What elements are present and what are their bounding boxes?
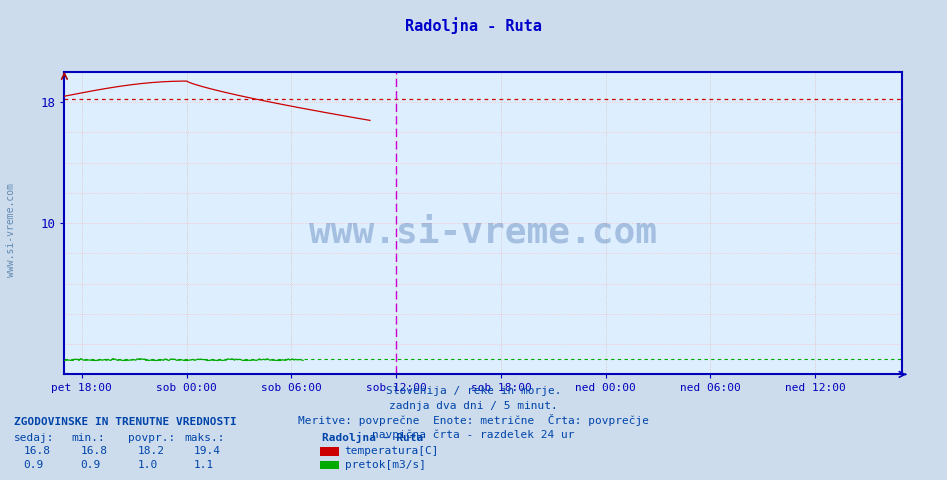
Text: Radoljna - Ruta: Radoljna - Ruta [405, 17, 542, 34]
Text: sedaj:: sedaj: [14, 433, 55, 443]
Text: Slovenija / reke in morje.: Slovenija / reke in morje. [385, 386, 562, 396]
Text: pretok[m3/s]: pretok[m3/s] [345, 460, 426, 469]
Text: 0.9: 0.9 [80, 460, 100, 469]
Text: 0.9: 0.9 [24, 460, 44, 469]
Text: 18.2: 18.2 [137, 446, 165, 456]
Text: Meritve: povprečne  Enote: metrične  Črta: povprečje: Meritve: povprečne Enote: metrične Črta:… [298, 414, 649, 426]
Text: 16.8: 16.8 [24, 446, 51, 456]
Text: 1.0: 1.0 [137, 460, 157, 469]
Text: 19.4: 19.4 [194, 446, 222, 456]
Text: maks.:: maks.: [185, 433, 225, 443]
Text: ZGODOVINSKE IN TRENUTNE VREDNOSTI: ZGODOVINSKE IN TRENUTNE VREDNOSTI [14, 418, 237, 427]
Text: www.si-vreme.com: www.si-vreme.com [7, 183, 16, 277]
Text: 1.1: 1.1 [194, 460, 214, 469]
Text: temperatura[C]: temperatura[C] [345, 446, 439, 456]
Text: min.:: min.: [71, 433, 105, 443]
Text: 16.8: 16.8 [80, 446, 108, 456]
Text: Radoljna - Ruta: Radoljna - Ruta [322, 432, 423, 443]
Text: www.si-vreme.com: www.si-vreme.com [310, 215, 657, 249]
Text: navpična črta - razdelek 24 ur: navpična črta - razdelek 24 ur [372, 429, 575, 440]
Text: zadnja dva dni / 5 minut.: zadnja dva dni / 5 minut. [389, 401, 558, 410]
Text: povpr.:: povpr.: [128, 433, 175, 443]
